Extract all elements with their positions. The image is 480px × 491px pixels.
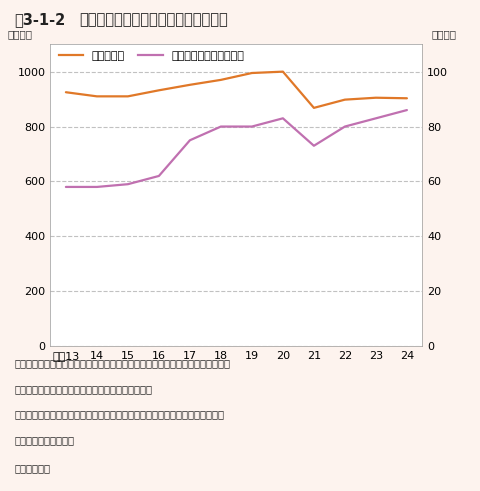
Text: 図3-1-2: 図3-1-2 bbox=[14, 12, 66, 27]
Legend: 国内生産額, 環境産業市場（右目盛）: 国内生産額, 環境産業市場（右目盛） bbox=[54, 46, 249, 65]
Text: 見る必要がある。: 見る必要がある。 bbox=[14, 435, 74, 445]
Text: 資料：環境省: 資料：環境省 bbox=[14, 463, 50, 473]
Text: 注：ここでいう市場規模は「国内の環境産業にとっての内外市場規模（売上ベー: 注：ここでいう市場規模は「国内の環境産業にとっての内外市場規模（売上ベー bbox=[14, 358, 230, 368]
Text: ス）」とし、国内生産量をベースとして推測。: ス）」とし、国内生産量をベースとして推測。 bbox=[14, 384, 153, 394]
Text: （兆円）: （兆円） bbox=[7, 29, 32, 39]
Text: （兆円）: （兆円） bbox=[432, 29, 457, 39]
Text: 環境産業内部の重複がありうることから、推計結果は、一定の幅を持って: 環境産業内部の重複がありうることから、推計結果は、一定の幅を持って bbox=[14, 409, 225, 419]
Text: 環境産業市場規模と国内生産額の比較: 環境産業市場規模と国内生産額の比較 bbox=[79, 12, 228, 27]
